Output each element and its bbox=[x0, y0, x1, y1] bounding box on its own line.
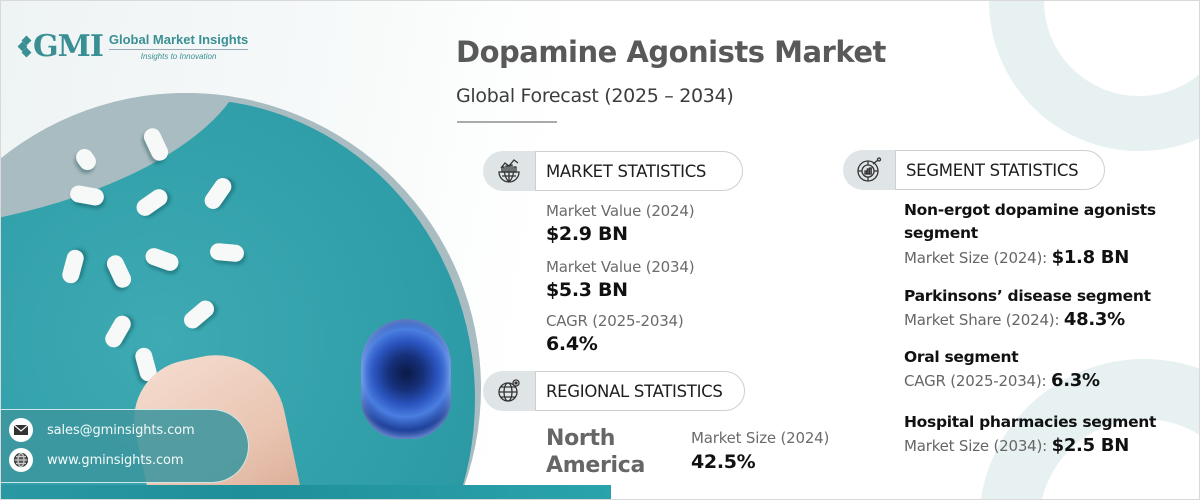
stat-label: Market Value (2034) bbox=[546, 258, 695, 276]
segment-stat-label: Market Size (2024): bbox=[904, 249, 1052, 267]
envelope-icon bbox=[9, 418, 33, 442]
stat-label: Market Value (2024) bbox=[546, 202, 695, 220]
segment-stat-line: Market Share (2024): 48.3% bbox=[904, 309, 1125, 330]
logo-mark-text: GMI bbox=[33, 29, 104, 64]
logo-text: Global Market Insights Insights to Innov… bbox=[108, 32, 249, 61]
segment-stat-line: CAGR (2025-2034): 6.3% bbox=[904, 370, 1100, 391]
brand-tagline: Insights to Innovation bbox=[140, 52, 217, 61]
stat-label: CAGR (2025-2034) bbox=[546, 312, 684, 330]
globe-pin-icon bbox=[483, 371, 535, 411]
target-chart-icon bbox=[843, 150, 895, 190]
segment-stat-label: Market Size (2034): bbox=[904, 437, 1052, 455]
page-title: Dopamine Agonists Market bbox=[456, 35, 886, 69]
segment-stat-label: Market Share (2024): bbox=[904, 311, 1064, 329]
logo-diamonds-icon bbox=[17, 35, 32, 57]
segment-stat-line: Market Size (2034): $2.5 BN bbox=[904, 435, 1129, 456]
market-statistics-header: MARKET STATISTICS bbox=[483, 151, 743, 191]
regional-statistics-heading: REGIONAL STATISTICS bbox=[535, 371, 745, 411]
segment-title-line1: Non-ergot dopamine agonists bbox=[904, 201, 1156, 219]
segment-stat-value: $1.8 BN bbox=[1051, 247, 1130, 268]
segment-stat-value: 6.3% bbox=[1050, 370, 1100, 391]
market-statistics-heading: MARKET STATISTICS bbox=[535, 151, 743, 191]
segment-title-line1: Hospital pharmacies segment bbox=[904, 413, 1157, 431]
region-name-line2: America bbox=[546, 453, 646, 478]
gmi-logo: GMI Global Market Insights Insights to I… bbox=[17, 29, 249, 64]
segment-title: Parkinsons’ disease segment bbox=[904, 285, 1151, 308]
page-subtitle: Global Forecast (2025 – 2034) bbox=[456, 85, 734, 107]
contact-email[interactable]: sales@gminsights.com bbox=[9, 418, 195, 442]
brand-name: Global Market Insights bbox=[108, 32, 249, 50]
regional-statistics-header: REGIONAL STATISTICS bbox=[483, 371, 745, 411]
contact-bar: sales@gminsights.com www.gminsights.com bbox=[1, 409, 249, 483]
segment-title: Hospital pharmacies segment bbox=[904, 411, 1156, 434]
segment-title: Oral segment bbox=[904, 346, 1019, 369]
globe-icon bbox=[9, 448, 33, 472]
region-name-line1: North bbox=[546, 426, 616, 451]
website-link[interactable]: www.gminsights.com bbox=[47, 452, 184, 468]
segment-title-line1: Oral segment bbox=[904, 348, 1019, 366]
stat-value: $5.3 BN bbox=[546, 279, 628, 301]
title-divider bbox=[457, 121, 557, 123]
segment-stat-line: Market Size (2024): $1.8 BN bbox=[904, 247, 1129, 268]
segment-statistics-header: SEGMENT STATISTICS bbox=[843, 150, 1105, 190]
segment-stat-value: 48.3% bbox=[1063, 309, 1125, 330]
stat-value: $2.9 BN bbox=[546, 223, 628, 245]
segment-title: Non-ergot dopamine agonists segment bbox=[904, 199, 1156, 245]
email-link[interactable]: sales@gminsights.com bbox=[47, 422, 195, 438]
region-name: North America bbox=[546, 425, 645, 479]
segment-title-line1: Parkinsons’ disease segment bbox=[904, 287, 1151, 305]
water-glass bbox=[361, 319, 451, 439]
segment-stat-label: CAGR (2025-2034): bbox=[904, 372, 1051, 390]
region-stat-label: Market Size (2024) bbox=[691, 429, 830, 447]
segment-stat-value: $2.5 BN bbox=[1051, 435, 1130, 456]
segment-statistics-heading: SEGMENT STATISTICS bbox=[895, 150, 1105, 190]
region-stat-value: 42.5% bbox=[691, 451, 756, 473]
contact-website[interactable]: www.gminsights.com bbox=[9, 448, 184, 472]
segment-title-line2: segment bbox=[904, 224, 978, 242]
contact-base-strip bbox=[1, 485, 611, 499]
pill bbox=[209, 242, 245, 263]
stat-value: 6.4% bbox=[546, 333, 598, 355]
chart-globe-icon bbox=[483, 151, 535, 191]
logo-mark: GMI bbox=[17, 29, 104, 64]
